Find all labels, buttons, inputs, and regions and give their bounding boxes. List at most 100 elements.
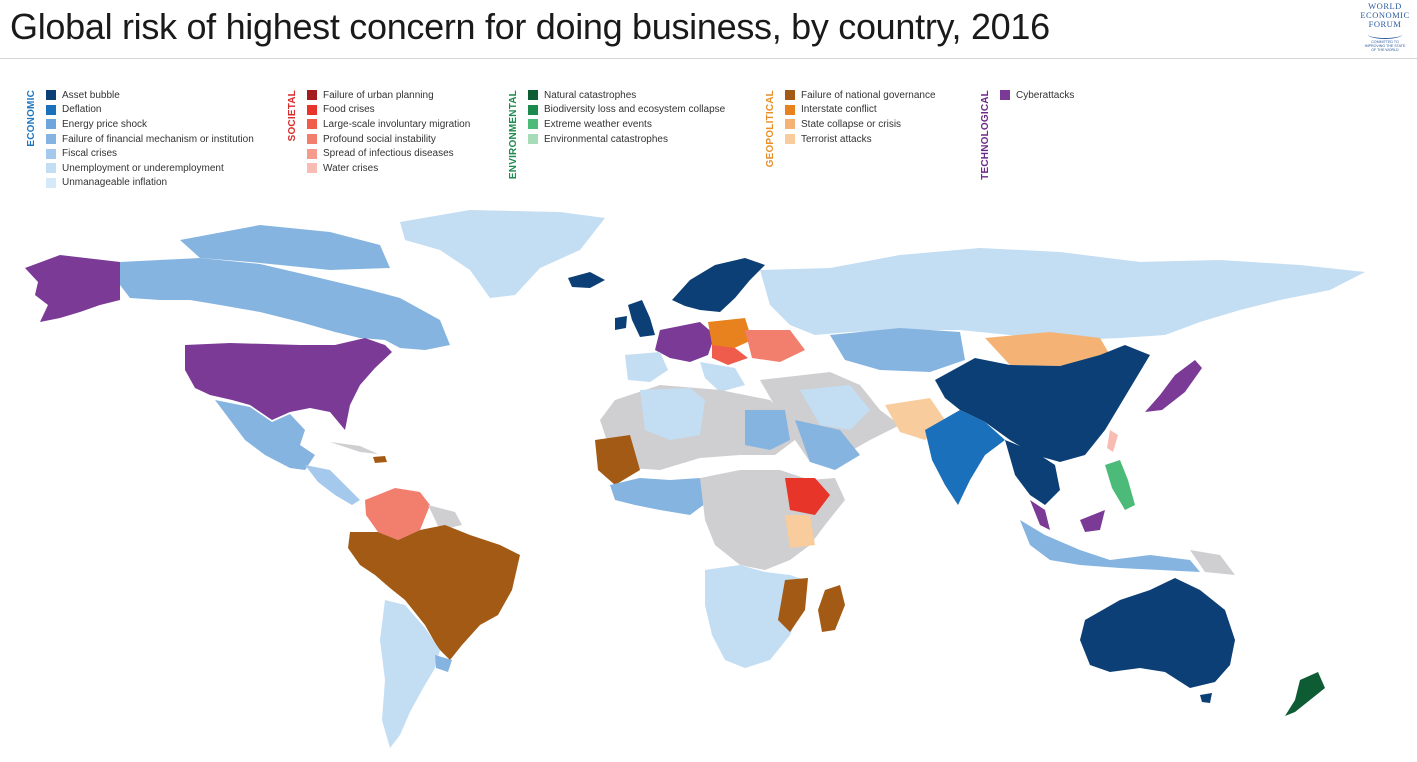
legend-item: Biodiversity loss and ecosystem collapse	[528, 103, 725, 118]
legend-item: Unmanageable inflation	[46, 176, 254, 191]
region-saudi-arabia	[795, 420, 860, 470]
region-scandinavia	[672, 258, 765, 312]
region-venezuela-colombia	[365, 488, 430, 540]
region-italy-balkans	[700, 362, 745, 392]
region-mozambique	[778, 578, 808, 632]
region-new-zealand	[1285, 672, 1325, 716]
legend-item: Asset bubble	[46, 88, 254, 103]
region-kenya	[785, 515, 815, 548]
legend-item: Failure of urban planning	[307, 88, 470, 103]
region-algeria	[640, 388, 705, 440]
legend-swatch	[307, 148, 317, 159]
legend-swatch	[528, 90, 538, 101]
legend-swatch	[46, 104, 56, 115]
region-greenland	[400, 210, 605, 298]
region-kazakhstan	[830, 328, 965, 372]
region-central-africa	[700, 470, 845, 570]
legend-item: Profound social instability	[307, 132, 470, 147]
legend-category-label: ECONOMIC	[26, 90, 37, 147]
legend-item: State collapse or crisis	[785, 117, 936, 132]
title-divider	[0, 58, 1417, 59]
logo-tagline-3: OF THE WORLD	[1371, 48, 1399, 52]
legend-category-label: SOCIETAL	[287, 90, 298, 142]
region-canada-arctic	[180, 225, 390, 270]
region-cuba	[330, 442, 378, 454]
legend-swatch	[1000, 90, 1010, 101]
region-central-america	[305, 465, 360, 505]
legend-swatch	[528, 134, 538, 145]
legend-item: Spread of infectious diseases	[307, 146, 470, 161]
legend-item: Cyberattacks	[1000, 88, 1074, 103]
region-argentina-chile	[380, 600, 440, 748]
page-title: Global risk of highest concern for doing…	[10, 6, 1050, 47]
region-guianas	[428, 505, 462, 530]
region-iberia	[625, 352, 668, 382]
region-france-germany	[655, 322, 715, 362]
region-russia	[760, 248, 1365, 340]
legend-swatch	[46, 119, 56, 130]
legend-swatch	[785, 90, 795, 101]
region-papua	[1190, 550, 1235, 575]
legend-swatch	[307, 90, 317, 101]
legend-swatch	[46, 134, 56, 145]
region-mauritania	[595, 435, 640, 485]
legend-swatch	[307, 119, 317, 130]
region-tasmania	[1200, 693, 1212, 703]
legend-swatch	[46, 177, 56, 188]
logo-line-2: ECONOMIC	[1360, 10, 1410, 20]
legend-swatch	[46, 90, 56, 101]
region-uruguay	[435, 655, 452, 672]
legend-swatch	[785, 134, 795, 145]
legend-item: Failure of financial mechanism or instit…	[46, 132, 254, 147]
region-ethiopia	[785, 478, 830, 515]
region-india	[925, 410, 1005, 505]
legend-item: Terrorist attacks	[785, 132, 936, 147]
legend-swatch	[528, 119, 538, 130]
region-taiwan	[1107, 430, 1118, 452]
region-alaska	[25, 255, 120, 322]
region-ukraine	[745, 330, 805, 362]
region-iceland	[568, 272, 605, 288]
region-uk	[628, 300, 655, 337]
legend-swatch	[307, 134, 317, 145]
region-canada	[120, 258, 450, 350]
legend-swatch	[307, 104, 317, 115]
region-borneo	[1080, 510, 1105, 532]
region-usa	[185, 338, 392, 430]
logo-line-1: WORLD	[1368, 1, 1402, 11]
region-se-asia	[1005, 440, 1060, 505]
logo-arc-icon	[1368, 30, 1402, 39]
region-australia	[1080, 578, 1235, 688]
legend-swatch	[785, 119, 795, 130]
legend-item: Fiscal crises	[46, 146, 254, 161]
region-china	[935, 345, 1150, 462]
legend-item: Unemployment or underemployment	[46, 161, 254, 176]
region-philippines	[1105, 460, 1135, 510]
region-west-africa	[610, 478, 710, 515]
legend-swatch	[785, 104, 795, 115]
legend-item: Failure of national governance	[785, 88, 936, 103]
region-japan	[1145, 360, 1202, 412]
legend-swatch	[46, 148, 56, 159]
region-malaysia	[1030, 500, 1050, 530]
region-haiti	[373, 456, 387, 463]
legend-item: Energy price shock	[46, 117, 254, 132]
wef-logo: WORLD ECONOMIC FORUM COMMITTED TO IMPROV…	[1355, 1, 1415, 53]
region-southern-africa	[705, 565, 805, 668]
legend-item: Large-scale involuntary migration	[307, 117, 470, 132]
region-poland	[708, 318, 752, 350]
legend-item: Environmental catastrophes	[528, 132, 725, 147]
legend-swatch	[46, 163, 56, 174]
legend-category-label: ENVIRONMENTAL	[508, 90, 519, 180]
logo-tagline-1: COMMITTED TO	[1371, 40, 1399, 44]
legend-item: Water crises	[307, 161, 470, 176]
region-mexico	[215, 400, 315, 470]
legend-item: Extreme weather events	[528, 117, 725, 132]
logo-tagline-2: IMPROVING THE STATE	[1364, 44, 1406, 48]
region-hungary	[712, 345, 748, 365]
region-mongolia	[985, 332, 1110, 366]
region-ireland	[615, 316, 627, 330]
legend-item: Food crises	[307, 103, 470, 118]
legend-category-label: TECHNOLOGICAL	[980, 90, 991, 180]
legend-item: Natural catastrophes	[528, 88, 725, 103]
